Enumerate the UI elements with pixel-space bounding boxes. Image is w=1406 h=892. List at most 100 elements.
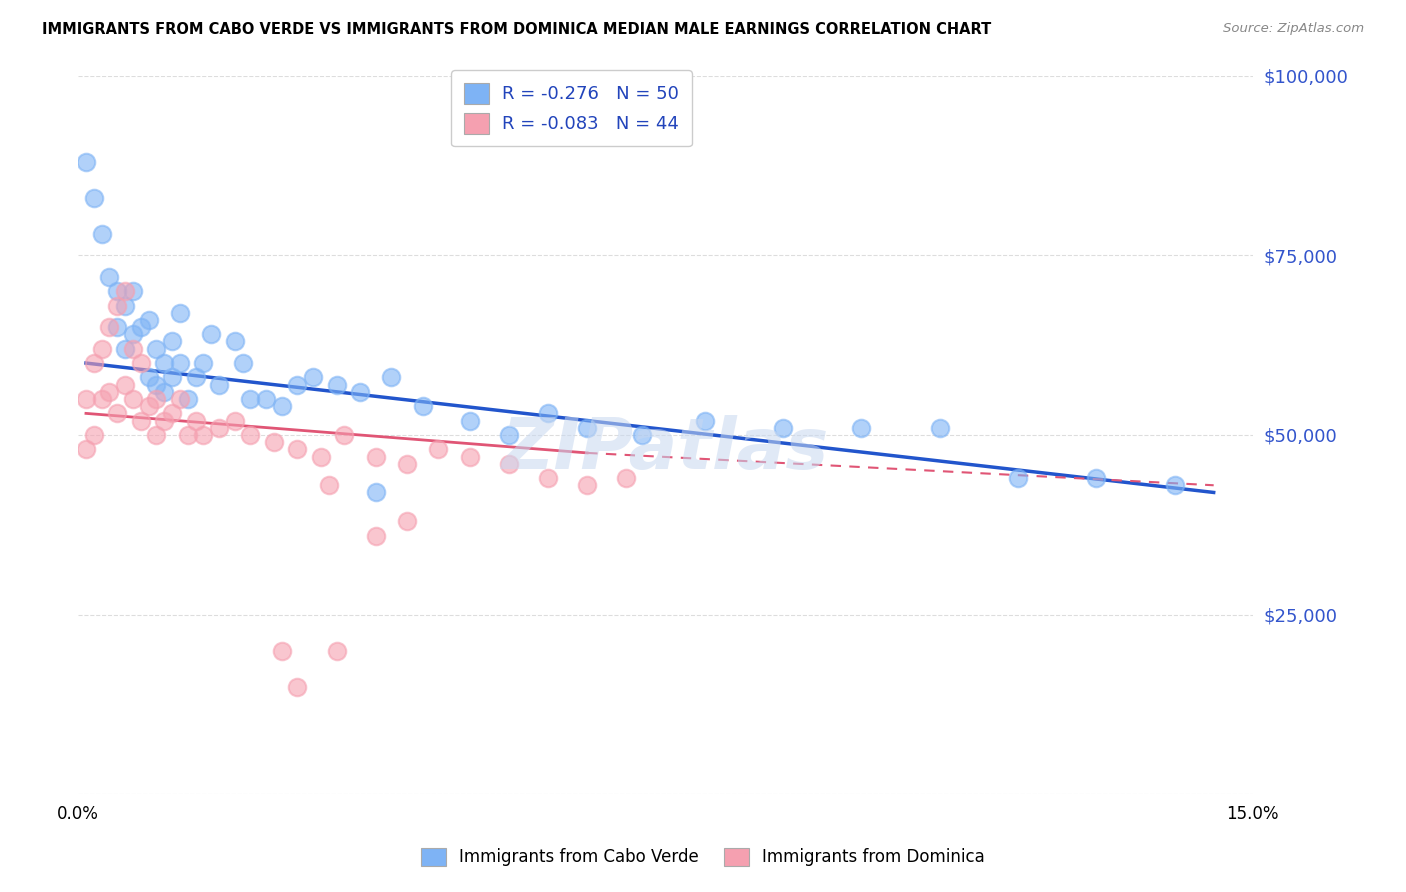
Point (169, 306, 191, 320)
Point (145, 392, 167, 406)
Point (396, 457, 419, 471)
Point (169, 356, 191, 370)
Point (90, 392, 112, 406)
Legend: Immigrants from Cabo Verde, Immigrants from Dominica: Immigrants from Cabo Verde, Immigrants f… (412, 839, 994, 875)
Point (153, 384, 176, 399)
Point (129, 413, 152, 427)
Point (169, 392, 191, 406)
Point (537, 471, 560, 485)
Point (145, 428, 167, 442)
Point (83, 428, 105, 442)
Text: ZIPatlas: ZIPatlas (502, 415, 830, 483)
Point (122, 392, 145, 406)
Point (287, 442, 309, 457)
Point (254, 392, 277, 406)
Point (270, 399, 292, 413)
Text: Source: ZipAtlas.com: Source: ZipAtlas.com (1223, 22, 1364, 36)
Point (396, 514, 419, 528)
Point (287, 680, 309, 694)
Point (287, 377, 309, 392)
Point (90, 342, 112, 356)
Point (270, 643, 292, 657)
Point (145, 377, 167, 392)
Point (105, 320, 128, 334)
Point (193, 428, 215, 442)
Point (114, 342, 136, 356)
Point (153, 413, 176, 427)
Point (928, 421, 950, 435)
Point (239, 428, 262, 442)
Point (1085, 471, 1108, 485)
Point (200, 327, 222, 342)
Point (239, 392, 262, 406)
Point (224, 334, 246, 349)
Point (364, 528, 387, 542)
Point (160, 334, 183, 349)
Point (333, 428, 356, 442)
Point (160, 370, 183, 384)
Point (693, 413, 716, 427)
Point (184, 370, 207, 384)
Point (105, 284, 128, 298)
Point (90, 227, 112, 241)
Point (122, 342, 145, 356)
Point (138, 313, 160, 327)
Point (309, 450, 332, 464)
Point (129, 320, 152, 334)
Point (98, 384, 121, 399)
Point (537, 406, 560, 420)
Point (349, 384, 371, 399)
Point (75, 154, 97, 169)
Point (498, 428, 520, 442)
Point (412, 399, 434, 413)
Point (75, 442, 97, 457)
Point (83, 191, 105, 205)
Point (193, 356, 215, 370)
Point (98, 320, 121, 334)
Point (1007, 471, 1029, 485)
Point (631, 428, 654, 442)
Point (224, 413, 246, 427)
Point (98, 269, 121, 284)
Point (75, 392, 97, 406)
Point (1163, 478, 1185, 492)
Point (614, 471, 637, 485)
Point (184, 413, 207, 427)
Point (105, 299, 128, 313)
Point (105, 406, 128, 420)
Point (458, 413, 481, 427)
Point (576, 478, 599, 492)
Point (138, 399, 160, 413)
Point (177, 428, 200, 442)
Point (325, 377, 347, 392)
Point (208, 377, 231, 392)
Point (302, 370, 325, 384)
Point (145, 342, 167, 356)
Point (380, 370, 402, 384)
Point (114, 299, 136, 313)
Legend: R = -0.276   N = 50, R = -0.083   N = 44: R = -0.276 N = 50, R = -0.083 N = 44 (451, 70, 692, 146)
Point (364, 450, 387, 464)
Point (232, 356, 254, 370)
Point (177, 392, 200, 406)
Point (114, 284, 136, 298)
Point (576, 421, 599, 435)
Point (153, 356, 176, 370)
Point (325, 643, 347, 657)
Point (160, 406, 183, 420)
Point (772, 421, 794, 435)
Point (122, 284, 145, 298)
Point (851, 421, 873, 435)
Point (364, 485, 387, 500)
Point (427, 442, 450, 457)
Point (318, 478, 340, 492)
Point (208, 421, 231, 435)
Point (83, 356, 105, 370)
Point (263, 435, 285, 450)
Point (129, 356, 152, 370)
Point (458, 450, 481, 464)
Point (122, 327, 145, 342)
Text: IMMIGRANTS FROM CABO VERDE VS IMMIGRANTS FROM DOMINICA MEDIAN MALE EARNINGS CORR: IMMIGRANTS FROM CABO VERDE VS IMMIGRANTS… (42, 22, 991, 37)
Point (114, 377, 136, 392)
Point (498, 457, 520, 471)
